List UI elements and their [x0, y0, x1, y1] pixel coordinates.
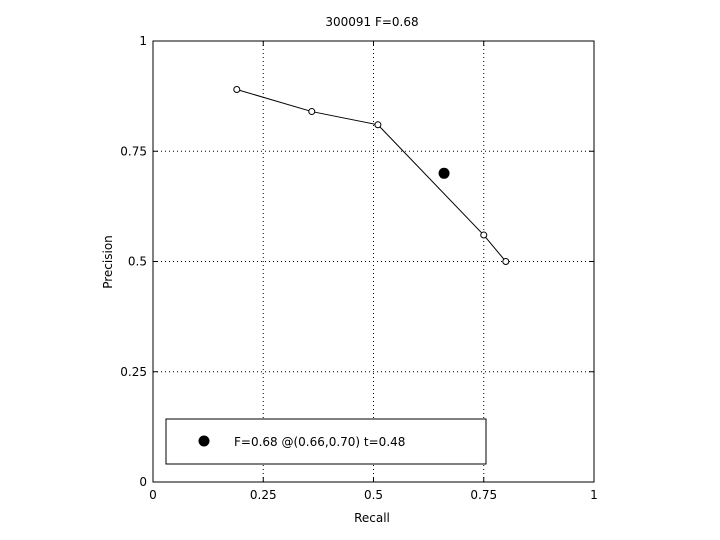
- y-tick-label: 0: [139, 475, 147, 489]
- x-tick-label: 1: [590, 488, 598, 502]
- pr-curve-line: [236, 89, 507, 262]
- legend-frame: [165, 418, 487, 465]
- legend-text: F=0.68 @(0.66,0.70) t=0.48: [234, 435, 405, 449]
- y-tick-label: 1: [139, 34, 147, 48]
- pr-point: [374, 121, 382, 129]
- pr-point: [502, 258, 510, 265]
- x-tick-label: 0.25: [250, 488, 277, 502]
- legend-box: F=0.68 @(0.66,0.70) t=0.48: [165, 418, 487, 465]
- pr-point: [480, 231, 488, 239]
- best-f-point: [438, 167, 450, 179]
- y-tick-labels: 0 0.25 0.5 0.75 1: [120, 34, 147, 489]
- x-tick-label: 0.5: [364, 488, 383, 502]
- legend-marker: [198, 435, 210, 447]
- y-tick-label: 0.25: [120, 365, 147, 379]
- x-axis-label: Recall: [354, 511, 390, 525]
- y-tick-label: 0.75: [120, 144, 147, 158]
- axis-ticks: [152, 40, 595, 483]
- pr-curve-points: [233, 86, 510, 265]
- chart-title: 300091 F=0.68: [325, 15, 418, 29]
- y-axis-label: Precision: [101, 235, 115, 289]
- y-tick-label: 0.5: [128, 255, 147, 269]
- x-tick-label: 0: [149, 488, 157, 502]
- pr-point: [308, 108, 316, 116]
- grid-lines: [153, 41, 594, 482]
- pr-point: [233, 86, 241, 94]
- x-tick-label: 0.75: [470, 488, 497, 502]
- x-tick-labels: 0 0.25 0.5 0.75 1: [149, 488, 598, 502]
